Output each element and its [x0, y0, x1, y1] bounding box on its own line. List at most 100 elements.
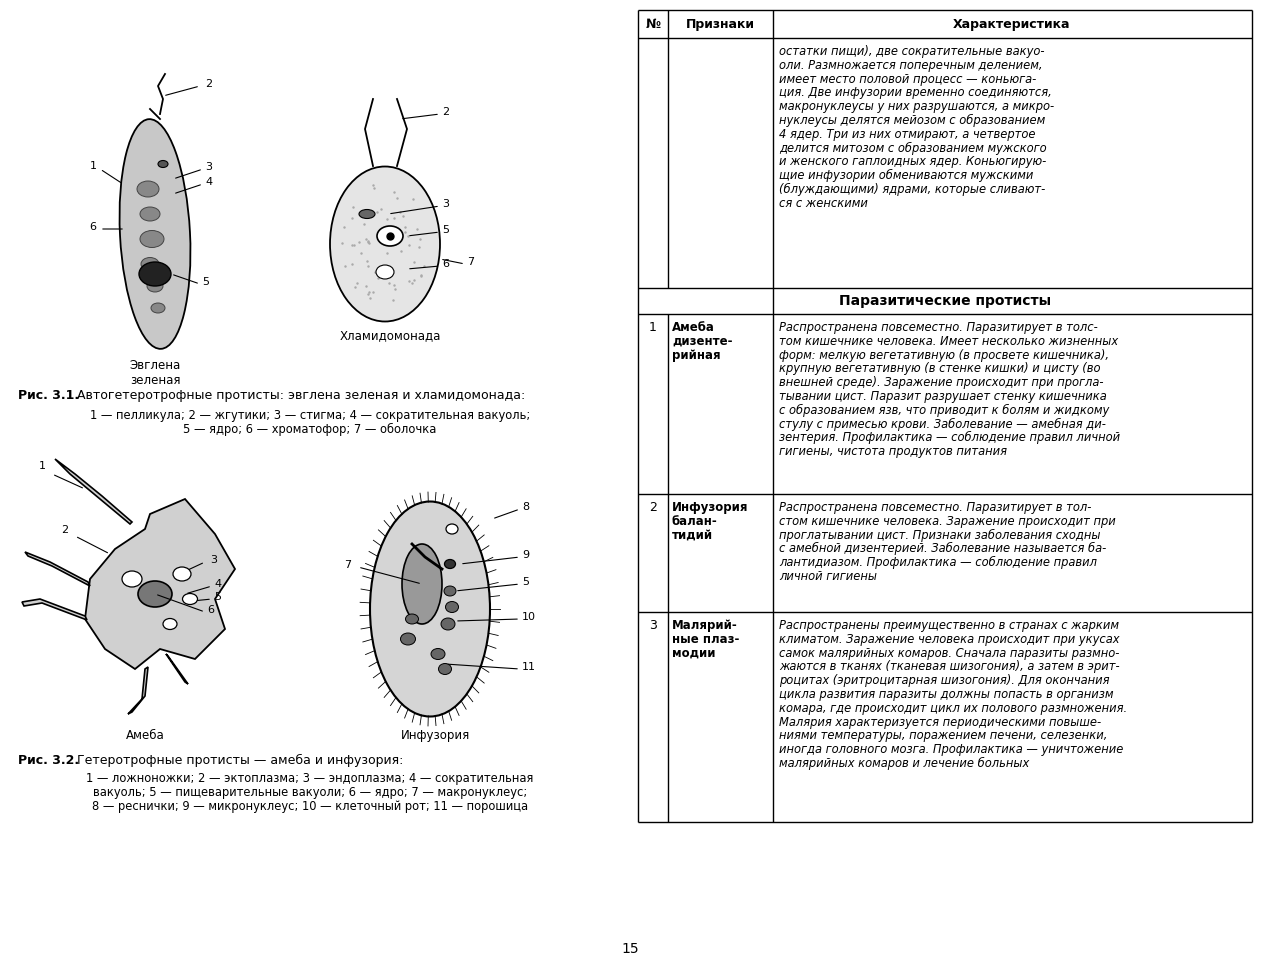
Ellipse shape [406, 614, 419, 624]
Text: с амебной дизентерией. Заболевание называется ба-: с амебной дизентерией. Заболевание назыв… [779, 543, 1106, 555]
Text: комара, где происходит цикл их полового размножения.: комара, где происходит цикл их полового … [779, 702, 1127, 714]
Polygon shape [84, 499, 235, 669]
Text: 5: 5 [214, 592, 221, 602]
Ellipse shape [158, 160, 168, 168]
Ellipse shape [163, 619, 177, 629]
Text: цикла развития паразиты должны попасть в организм: цикла развития паразиты должны попасть в… [779, 688, 1113, 701]
Text: стулу с примесью крови. Заболевание — амебная ди-: стулу с примесью крови. Заболевание — ам… [779, 417, 1106, 431]
Text: Признаки: Признаки [686, 18, 754, 31]
Text: 3: 3 [206, 162, 212, 172]
Ellipse shape [444, 586, 456, 596]
Ellipse shape [445, 602, 459, 612]
Text: личной гигиены: личной гигиены [779, 570, 876, 583]
Text: модии: модии [672, 647, 715, 660]
Text: лантидиазом. Профилактика — соблюдение правил: лантидиазом. Профилактика — соблюдение п… [779, 556, 1097, 570]
Ellipse shape [122, 571, 142, 587]
Text: делится митозом с образованием мужского: делится митозом с образованием мужского [779, 142, 1047, 154]
Text: 15: 15 [622, 942, 639, 956]
Text: Инфузория: Инфузория [401, 729, 469, 742]
Text: Рис. 3.1.: Рис. 3.1. [18, 389, 79, 402]
Text: малярийных комаров и лечение больных: малярийных комаров и лечение больных [779, 757, 1029, 770]
Text: 1: 1 [90, 161, 97, 171]
Ellipse shape [441, 618, 455, 630]
Polygon shape [21, 599, 87, 620]
Text: вакуоль; 5 — пищеварительные вакуоли; 6 — ядро; 7 — макронуклеус;: вакуоль; 5 — пищеварительные вакуоли; 6 … [93, 786, 527, 799]
Text: крупную вегетативную (в стенке кишки) и цисту (во: крупную вегетативную (в стенке кишки) и … [779, 362, 1101, 375]
Text: 9: 9 [522, 550, 530, 560]
Text: 7: 7 [344, 560, 352, 570]
Text: Малярия характеризуется периодическими повыше-: Малярия характеризуется периодическими п… [779, 715, 1101, 729]
Ellipse shape [120, 120, 190, 349]
Text: форм: мелкую вегетативную (в просвете кишечника),: форм: мелкую вегетативную (в просвете ки… [779, 349, 1108, 362]
Text: 1 — ложноножки; 2 — эктоплазма; 3 — эндоплазма; 4 — сократительная: 1 — ложноножки; 2 — эктоплазма; 3 — эндо… [86, 772, 533, 785]
Ellipse shape [151, 303, 165, 313]
Text: дизенте-: дизенте- [672, 335, 733, 348]
Text: 6: 6 [207, 605, 214, 615]
Ellipse shape [140, 230, 164, 248]
Ellipse shape [183, 594, 198, 604]
Text: самок малярийных комаров. Сначала паразиты размно-: самок малярийных комаров. Сначала парази… [779, 647, 1120, 659]
Text: тывании цист. Паразит разрушает стенку кишечника: тывании цист. Паразит разрушает стенку к… [779, 390, 1107, 403]
Text: 3: 3 [649, 619, 657, 632]
Text: нуклеусы делятся мейозом с образованием: нуклеусы делятся мейозом с образованием [779, 114, 1045, 127]
Polygon shape [25, 552, 90, 586]
Text: Распространены преимущественно в странах с жарким: Распространены преимущественно в странах… [779, 619, 1119, 632]
Text: 4 ядер. Три из них отмирают, а четвертое: 4 ядер. Три из них отмирают, а четвертое [779, 128, 1035, 141]
Ellipse shape [173, 567, 190, 581]
Text: 3: 3 [443, 199, 449, 209]
Ellipse shape [359, 209, 375, 219]
Ellipse shape [137, 581, 171, 607]
Text: 5 — ядро; 6 — хроматофор; 7 — оболочка: 5 — ядро; 6 — хроматофор; 7 — оболочка [183, 423, 436, 436]
Ellipse shape [137, 181, 159, 197]
Text: Малярий-: Малярий- [672, 619, 738, 632]
Text: Гетеротрофные протисты — амеба и инфузория:: Гетеротрофные протисты — амеба и инфузор… [73, 754, 404, 767]
Text: 3: 3 [211, 555, 217, 565]
Text: 1 — пелликула; 2 — жгутики; 3 — стигма; 4 — сократительная вакуоль;: 1 — пелликула; 2 — жгутики; 3 — стигма; … [90, 409, 530, 422]
Text: балан-: балан- [672, 515, 718, 528]
Text: Амеба: Амеба [126, 729, 164, 742]
Text: 10: 10 [522, 612, 536, 622]
Text: 4: 4 [214, 579, 221, 589]
Text: оли. Размножается поперечным делением,: оли. Размножается поперечным делением, [779, 59, 1043, 71]
Text: Рис. 3.2.: Рис. 3.2. [18, 754, 79, 767]
Ellipse shape [446, 524, 458, 534]
Text: Автогетеротрофные протисты: эвглена зеленая и хламидомонада:: Автогетеротрофные протисты: эвглена зеле… [73, 389, 526, 402]
Text: ция. Две инфузории временно соединяются,: ция. Две инфузории временно соединяются, [779, 87, 1052, 99]
Text: 5: 5 [522, 577, 530, 587]
Ellipse shape [139, 262, 171, 286]
Ellipse shape [401, 633, 416, 645]
Text: щие инфузории обмениваются мужскими: щие инфузории обмениваются мужскими [779, 170, 1033, 182]
Text: 5: 5 [443, 225, 449, 235]
Text: рийная: рийная [672, 349, 720, 362]
Text: 2: 2 [649, 501, 657, 514]
Ellipse shape [369, 501, 491, 716]
Text: 2: 2 [443, 107, 449, 117]
Text: 11: 11 [522, 662, 536, 672]
Text: ниями температуры, поражением печени, селезенки,: ниями температуры, поражением печени, се… [779, 730, 1107, 742]
Text: с образованием язв, что приводит к болям и жидкому: с образованием язв, что приводит к болям… [779, 404, 1110, 416]
Text: и женского гаплоидных ядер. Коньюгирую-: и женского гаплоидных ядер. Коньюгирую- [779, 155, 1047, 169]
Text: жаются в тканях (тканевая шизогония), а затем в эрит-: жаются в тканях (тканевая шизогония), а … [779, 660, 1120, 674]
Text: гигиены, чистота продуктов питания: гигиены, чистота продуктов питания [779, 445, 1008, 458]
Text: 6: 6 [90, 222, 97, 232]
Ellipse shape [376, 265, 393, 279]
Text: иногда головного мозга. Профилактика — уничтожение: иногда головного мозга. Профилактика — у… [779, 743, 1124, 756]
Text: Инфузория: Инфузория [672, 501, 749, 514]
Text: ся с женскими: ся с женскими [779, 197, 868, 210]
Text: проглатывании цист. Признаки заболевания сходны: проглатывании цист. Признаки заболевания… [779, 528, 1101, 542]
Text: Эвглена
зеленая: Эвглена зеленая [130, 359, 180, 387]
Ellipse shape [439, 663, 451, 675]
Polygon shape [129, 667, 148, 714]
Text: Хламидомонада: Хламидомонада [339, 329, 440, 342]
Text: внешней среде). Заражение происходит при прогла-: внешней среде). Заражение происходит при… [779, 376, 1103, 389]
Text: Распространена повсеместно. Паразитирует в толс-: Распространена повсеместно. Паразитирует… [779, 321, 1098, 334]
Text: имеет место половой процесс — коньюга-: имеет место половой процесс — коньюга- [779, 72, 1037, 86]
Text: ные плаз-: ные плаз- [672, 633, 739, 646]
Text: зентерия. Профилактика — соблюдение правил личной: зентерия. Профилактика — соблюдение прав… [779, 432, 1120, 444]
Ellipse shape [141, 257, 159, 271]
Text: тидий: тидий [672, 529, 714, 542]
Ellipse shape [377, 226, 404, 246]
Text: 6: 6 [443, 259, 449, 269]
Text: 2: 2 [62, 525, 68, 535]
Text: (блуждающими) ядрами, которые сливают-: (блуждающими) ядрами, которые сливают- [779, 183, 1045, 196]
